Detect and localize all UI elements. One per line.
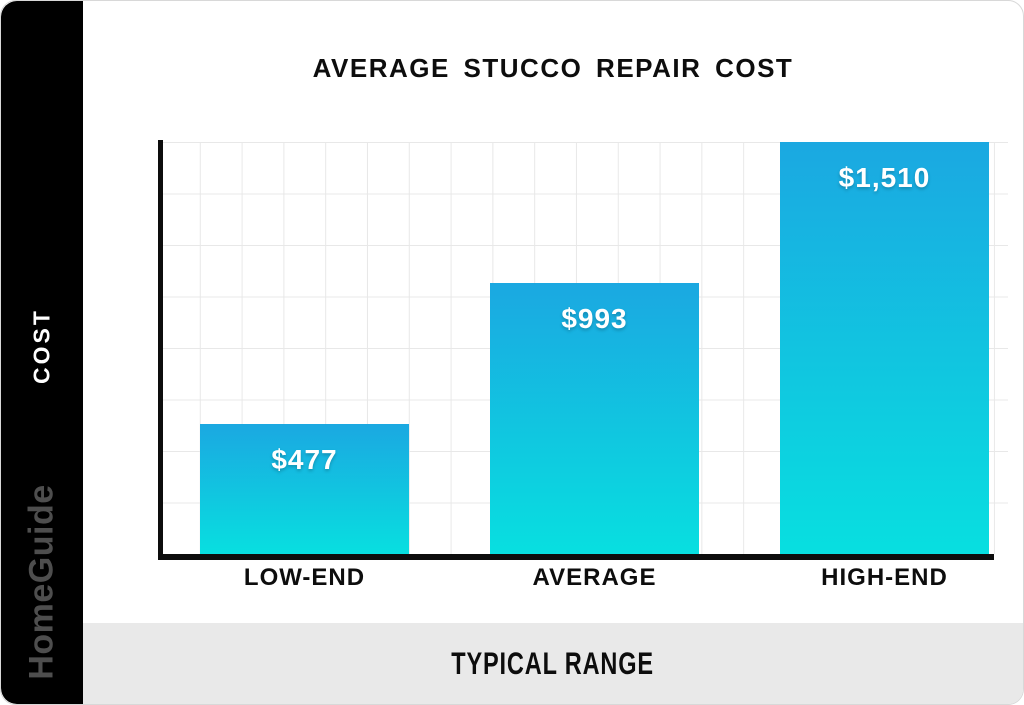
y-axis-title: COST (28, 308, 55, 384)
footer-strip: TYPICAL RANGE (83, 623, 1023, 704)
bar-value-label-average: $993 (561, 303, 628, 334)
brand-sidebar: COST HomeGuide (1, 1, 83, 704)
bar-average: $993 (490, 283, 699, 554)
x-axis-line (158, 554, 994, 560)
category-label-high-end: HIGH-END (821, 564, 948, 591)
y-axis-line (158, 140, 163, 560)
homeguide-logo: HomeGuide (22, 484, 61, 680)
bar-high-end: $1,510 (780, 142, 989, 554)
category-label-average: AVERAGE (532, 564, 657, 591)
bar-low-end: $477 (200, 424, 409, 554)
bar-value-label-high-end: $1,510 (838, 162, 931, 193)
category-labels: LOW-END AVERAGE HIGH-END (158, 564, 1008, 600)
chart-title: AVERAGE STUCCO REPAIR COST (312, 53, 794, 83)
bar-value-label-low-end: $477 (271, 444, 338, 475)
x-axis-group-title: TYPICAL RANGE (451, 645, 655, 681)
plot-area: $477 $993 $1,510 (158, 140, 1008, 560)
category-label-low-end: LOW-END (243, 564, 366, 591)
